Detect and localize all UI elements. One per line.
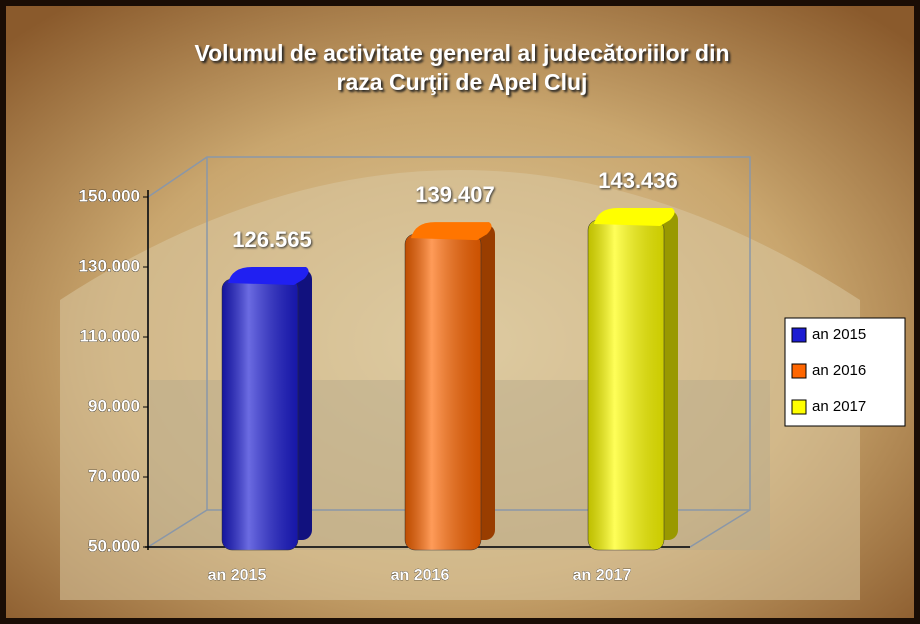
value-label: 126.565 xyxy=(232,227,312,252)
y-tick-label: 90.000 xyxy=(88,396,140,415)
legend-swatch xyxy=(791,399,807,415)
back-edge xyxy=(147,509,208,548)
legend-swatch xyxy=(791,363,807,379)
x-tick-label: an 2015 xyxy=(208,567,267,584)
bar-shine xyxy=(588,219,664,550)
bar-top xyxy=(594,207,675,226)
bar-top xyxy=(411,222,492,241)
legend-label: an 2016 xyxy=(812,362,866,379)
legend-label: an 2015 xyxy=(812,326,866,343)
bar-shine xyxy=(222,279,298,550)
chart-title: Volumul de activitate general al judecăt… xyxy=(194,40,729,66)
x-tick-label: an 2016 xyxy=(391,567,450,584)
y-tick-label: 110.000 xyxy=(79,326,140,345)
y-tick-label: 150.000 xyxy=(79,186,140,205)
bar-shine xyxy=(405,234,481,550)
value-label: 143.436 xyxy=(598,168,678,193)
value-label: 139.407 xyxy=(415,182,495,207)
bar-top xyxy=(228,267,309,286)
legend-swatch xyxy=(791,327,807,343)
x-tick-label: an 2017 xyxy=(573,567,632,584)
legend-label: an 2017 xyxy=(812,398,866,415)
y-tick-label: 70.000 xyxy=(88,466,140,485)
chart-title: raza Curţii de Apel Cluj xyxy=(337,69,588,95)
y-tick-label: 130.000 xyxy=(79,256,140,275)
y-tick-label: 50.000 xyxy=(88,536,140,555)
